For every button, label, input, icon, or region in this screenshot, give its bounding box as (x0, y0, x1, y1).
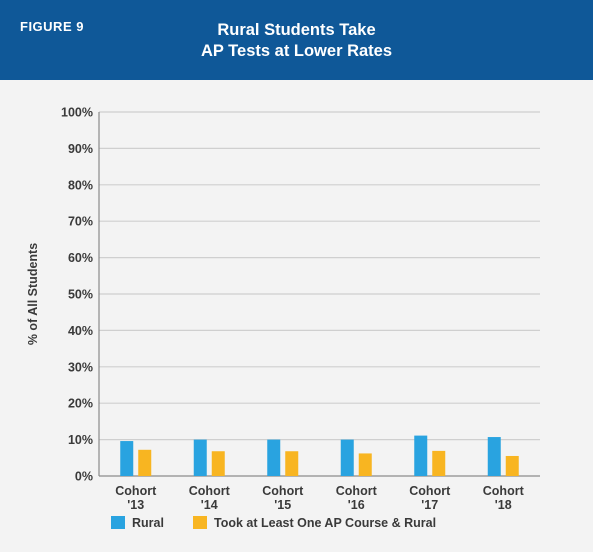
x-tick-label: Cohort (409, 484, 451, 498)
bar-chart: 0% 10% 20% 30% 40% 50% 60% 70% 80% 90% 100% % of Al… (26, 106, 540, 530)
chart-title-line1: Rural Students Take (217, 21, 376, 39)
y-tick-label: 90% (68, 142, 93, 156)
bar-rural (340, 439, 354, 476)
bar-ap-rural (432, 450, 446, 476)
y-tick-label: 50% (68, 288, 93, 302)
bar-rural (487, 437, 501, 476)
bar-rural (414, 435, 428, 476)
bar-ap-rural (505, 455, 519, 476)
bar-rural (120, 441, 134, 476)
legend-swatch-rural (111, 516, 125, 529)
figure-label: FIGURE 9 (20, 19, 84, 34)
y-tick-label: 40% (68, 324, 93, 338)
bar-ap-rural (138, 449, 152, 476)
x-tick-label: '15 (274, 498, 291, 512)
x-tick-label: '13 (127, 498, 144, 512)
x-tick-label: '18 (495, 498, 512, 512)
x-tick-label: Cohort (262, 484, 304, 498)
bar-rural (267, 439, 281, 476)
y-tick-label: 100% (61, 106, 93, 120)
x-tick-label: '16 (348, 498, 365, 512)
chart-title-line2: AP Tests at Lower Rates (200, 42, 393, 60)
x-tick-label: '14 (201, 498, 218, 512)
bar-rural (193, 439, 207, 476)
x-tick-label: Cohort (336, 484, 378, 498)
y-axis-label: % of All Students (26, 243, 40, 345)
y-tick-label: 30% (68, 360, 93, 374)
y-tick-label: 60% (68, 251, 93, 265)
x-tick-label: '17 (421, 498, 438, 512)
chart-panel: 0% 10% 20% 30% 40% 50% 60% 70% 80% 90% 100% % of Al… (0, 80, 593, 552)
x-tick-label: Cohort (189, 484, 231, 498)
bar-ap-rural (285, 451, 299, 476)
legend-label-rural: Rural (132, 516, 164, 530)
y-tick-label: 80% (68, 178, 93, 192)
y-tick-label: 70% (68, 215, 93, 229)
y-tick-label: 0% (75, 470, 93, 484)
figure-header: FIGURE 9 Rural Students Take AP Tests at… (0, 0, 593, 80)
y-tick-label: 10% (68, 433, 93, 447)
bar-ap-rural (358, 453, 372, 476)
legend-swatch-ap-rural (193, 516, 207, 529)
legend-label-ap-rural: Took at Least One AP Course & Rural (214, 516, 436, 530)
x-tick-label: Cohort (115, 484, 157, 498)
bar-ap-rural (211, 451, 225, 476)
y-tick-label: 20% (68, 397, 93, 411)
x-tick-label: Cohort (483, 484, 525, 498)
